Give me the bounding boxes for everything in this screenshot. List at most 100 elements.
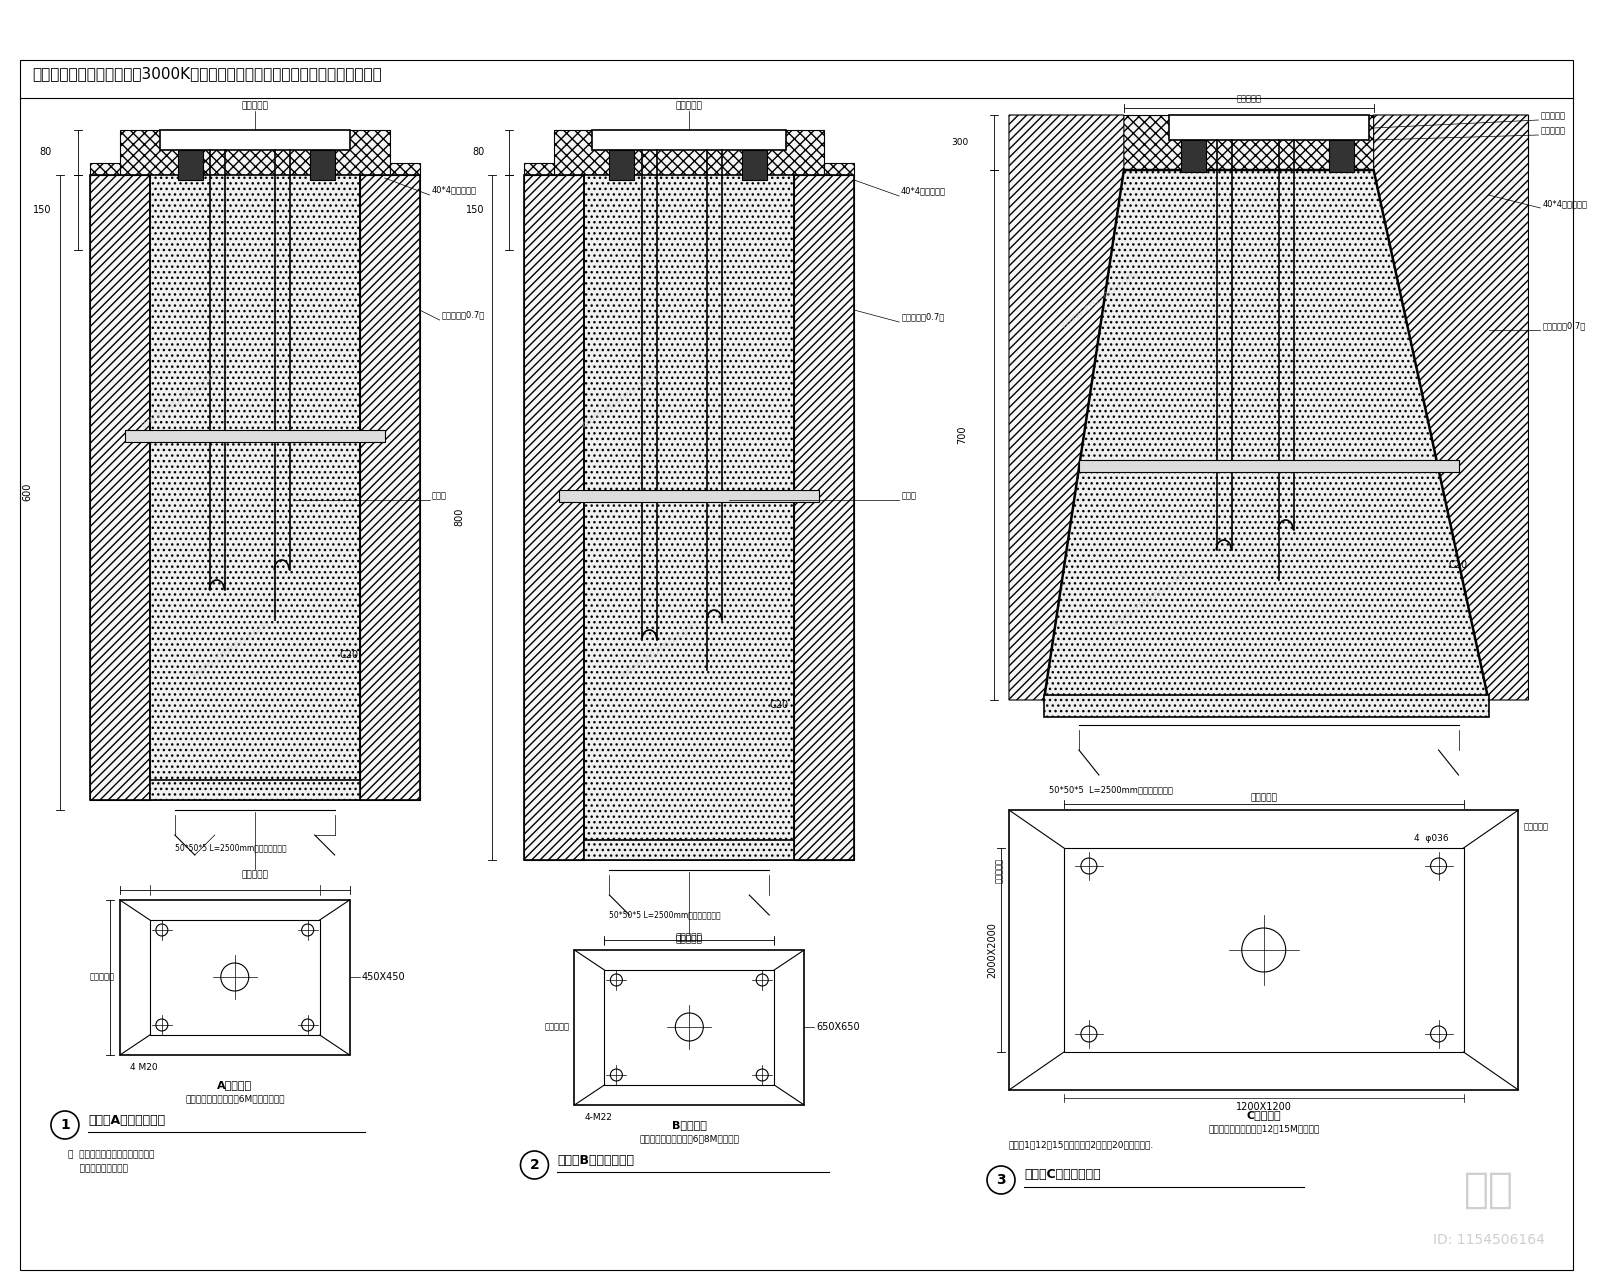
Bar — [150, 175, 360, 800]
Text: 150: 150 — [466, 205, 485, 215]
Bar — [90, 163, 120, 175]
Bar — [1010, 115, 1528, 170]
Bar — [1010, 810, 1518, 1091]
Text: www.znzmo.com: www.znzmo.com — [1107, 570, 1190, 631]
Text: C型基础图: C型基础图 — [1246, 1110, 1282, 1120]
Bar — [605, 970, 774, 1085]
Text: 知末: 知末 — [1464, 1169, 1514, 1211]
Text: 40*4厚镀锌角钢: 40*4厚镀锌角钢 — [1542, 200, 1587, 209]
Text: 150: 150 — [34, 205, 51, 215]
Bar — [824, 163, 854, 175]
Text: 40*4厚镀锌扁钢: 40*4厚镀锌扁钢 — [901, 187, 946, 196]
Bar — [150, 920, 320, 1036]
Text: www.znzmo.com: www.znzmo.com — [578, 369, 661, 431]
Text: 50*50*5 L=2500mm镀锌角钢接地极: 50*50*5 L=2500mm镀锌角钢接地极 — [174, 844, 286, 852]
Text: 根据灯具定: 根据灯具定 — [90, 973, 115, 982]
Bar — [125, 430, 384, 442]
Bar — [560, 490, 819, 502]
Text: 管线管: 管线管 — [901, 492, 917, 500]
Bar — [794, 175, 854, 860]
Text: 700: 700 — [957, 426, 966, 444]
Bar — [120, 900, 350, 1055]
Text: 80: 80 — [472, 147, 485, 157]
Bar — [1328, 140, 1354, 172]
Text: 50*50*5  L=2500mm镀锌角钢接地极: 50*50*5 L=2500mm镀锌角钢接地极 — [1050, 785, 1173, 794]
Text: 插脚灯具定: 插脚灯具定 — [1541, 127, 1565, 136]
Text: 根据灯具定: 根据灯具定 — [544, 1023, 570, 1032]
Bar — [584, 840, 794, 860]
Text: 注  灯柱螺母、螺杆必须涂防锈漆。: 注 灯柱螺母、螺杆必须涂防锈漆。 — [67, 1149, 154, 1158]
Text: C20: C20 — [339, 650, 358, 660]
Text: 装置灯具定: 装置灯具定 — [1523, 822, 1549, 831]
Bar — [390, 163, 419, 175]
Bar — [525, 175, 584, 860]
Text: 埋深不小于0.7米: 埋深不小于0.7米 — [442, 311, 485, 320]
Bar — [525, 163, 555, 175]
Bar — [610, 150, 634, 180]
Bar — [90, 175, 150, 800]
Text: A型基础图: A型基础图 — [218, 1080, 253, 1091]
Text: 装置灯具定: 装置灯具定 — [1541, 111, 1565, 120]
Text: 50*50*5 L=2500mm镀锌角钢接地极: 50*50*5 L=2500mm镀锌角钢接地极 — [610, 910, 722, 919]
Text: 80: 80 — [40, 147, 51, 157]
Text: 800: 800 — [454, 508, 464, 526]
Polygon shape — [525, 175, 584, 860]
Text: C20: C20 — [770, 700, 789, 710]
Text: www.znzmo.com: www.znzmo.com — [189, 620, 270, 681]
Text: 根据灯具定: 根据灯具定 — [242, 101, 269, 110]
Text: 600: 600 — [22, 483, 32, 502]
Text: 根据灯具定: 根据灯具定 — [675, 934, 702, 945]
Text: 高杆灯C型基础安装图: 高杆灯C型基础安装图 — [1024, 1169, 1101, 1181]
Text: 4 M20: 4 M20 — [130, 1062, 157, 1073]
Text: （该基础图适合高度为6M以下的灯具）: （该基础图适合高度为6M以下的灯具） — [186, 1094, 285, 1103]
Text: 650X650: 650X650 — [816, 1021, 859, 1032]
Text: 300: 300 — [952, 137, 970, 146]
Text: 4  φ036: 4 φ036 — [1414, 835, 1448, 844]
Bar — [1181, 140, 1206, 172]
Text: 根据灯具定: 根据灯具定 — [675, 101, 702, 110]
Text: B型基础图: B型基础图 — [672, 1120, 707, 1130]
Bar — [1078, 460, 1459, 472]
Polygon shape — [1010, 115, 1123, 700]
Text: 管线管: 管线管 — [432, 492, 446, 500]
Text: 2000X2000: 2000X2000 — [987, 922, 997, 978]
Polygon shape — [1374, 115, 1528, 700]
Text: www.znzmo.com: www.znzmo.com — [139, 369, 221, 431]
Text: 根据灯具定: 根据灯具定 — [242, 870, 269, 879]
Bar — [584, 175, 794, 860]
Text: 根据灯具定: 根据灯具定 — [995, 858, 1003, 883]
Text: 高杆灯A型基础安装图: 高杆灯A型基础安装图 — [88, 1114, 165, 1126]
Text: 1200X1200: 1200X1200 — [1235, 1102, 1291, 1112]
Text: 注：灯具光源必须使用接近3000K的暖白光、暖黄光，避免其他五颜六色的光源。: 注：灯具光源必须使用接近3000K的暖白光、暖黄光，避免其他五颜六色的光源。 — [32, 67, 382, 82]
Text: （该基础图适合高度为12－15M的灯具）: （该基础图适合高度为12－15M的灯具） — [1208, 1124, 1320, 1133]
Polygon shape — [90, 175, 150, 800]
Text: 2: 2 — [530, 1158, 539, 1172]
Text: 3: 3 — [997, 1172, 1006, 1187]
Text: 高杆灯B型基础安装图: 高杆灯B型基础安装图 — [557, 1153, 635, 1166]
Text: 埋深不小于0.7米: 埋深不小于0.7米 — [901, 312, 944, 321]
Text: 4-M22: 4-M22 — [584, 1114, 613, 1123]
Text: 螺杆须加护套数士。: 螺杆须加护套数士。 — [67, 1164, 128, 1172]
Text: www.znzmo.com: www.znzmo.com — [1058, 269, 1141, 332]
Bar — [160, 131, 350, 150]
Text: C20: C20 — [1448, 561, 1467, 570]
Polygon shape — [794, 175, 854, 860]
Bar — [555, 131, 824, 175]
Text: www.znzmo.com: www.znzmo.com — [618, 620, 701, 681]
Bar — [150, 780, 360, 800]
Bar — [742, 150, 768, 180]
Text: 40*4厚镀锌扁钢: 40*4厚镀锌扁钢 — [432, 186, 477, 195]
Bar — [574, 950, 805, 1105]
Text: 1: 1 — [61, 1117, 70, 1132]
Bar — [120, 131, 390, 175]
Polygon shape — [360, 175, 419, 800]
Bar — [592, 131, 786, 150]
Text: （该基础图适合高度为6－8M的灯具）: （该基础图适合高度为6－8M的灯具） — [640, 1134, 739, 1143]
Text: 450X450: 450X450 — [362, 972, 405, 982]
Bar — [1064, 849, 1464, 1052]
Polygon shape — [1043, 170, 1488, 700]
Bar — [1043, 695, 1488, 717]
Bar — [178, 150, 203, 180]
Text: 根据灯具定: 根据灯具定 — [675, 933, 702, 942]
Bar — [1170, 115, 1368, 140]
